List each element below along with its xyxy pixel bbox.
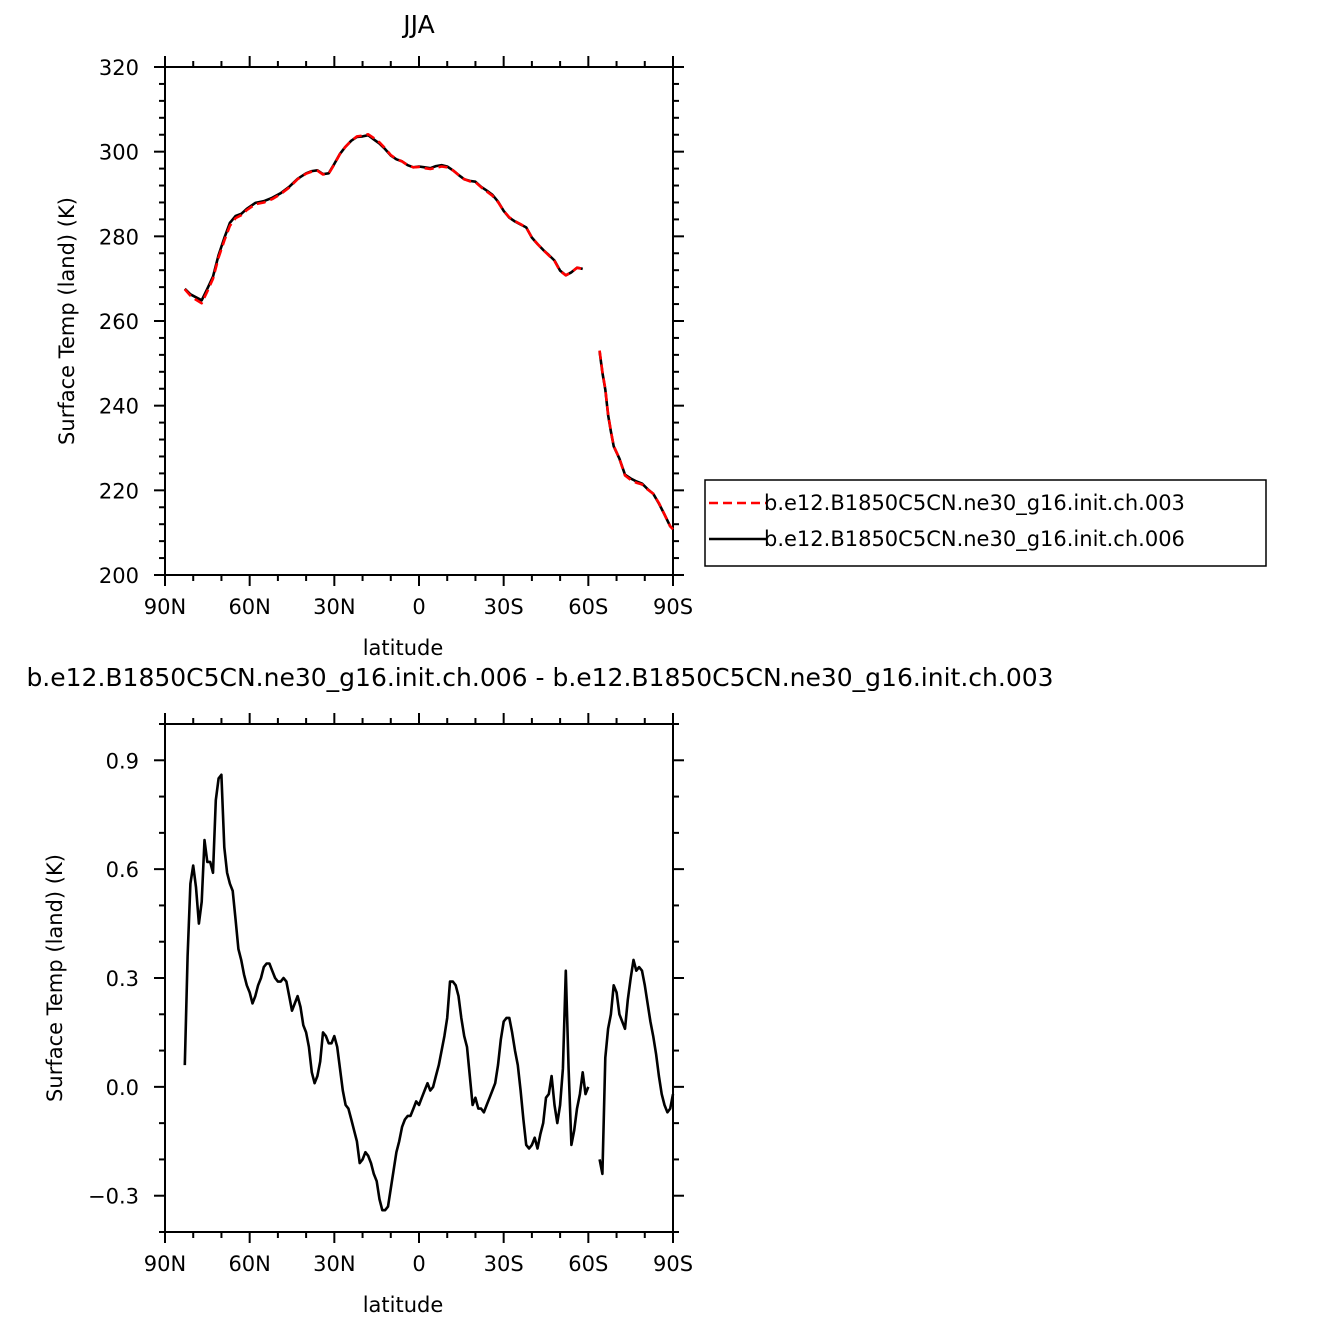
- x-tick-label: 30S: [484, 595, 524, 619]
- series-line-ch006-segment-1: [598, 958, 675, 1176]
- legend-entry: b.e12.B1850C5CN.ne30_g16.init.ch.006: [764, 527, 1185, 552]
- series-line-ch003-segment-1: [598, 350, 674, 531]
- y-tick-label: 0.9: [106, 749, 139, 773]
- x-tick-label: 30N: [313, 1252, 355, 1276]
- x-tick-label: 0: [412, 1252, 425, 1276]
- series-line-ch006-segment-0: [183, 773, 590, 1212]
- x-tick-label: 60N: [228, 595, 270, 619]
- y-tick-label: −0.3: [88, 1185, 139, 1209]
- x-tick-label: 90N: [144, 595, 186, 619]
- series-line-ch006-segment-0: [183, 133, 583, 302]
- legend: b.e12.B1850C5CN.ne30_g16.init.ch.003 b.e1…: [704, 479, 1267, 567]
- y-tick-label: 240: [99, 395, 139, 419]
- x-axis-label: latitude: [363, 636, 444, 660]
- x-tick-label: 0: [412, 595, 425, 619]
- plot-frame: [164, 723, 674, 1233]
- top-panel: JJA 90N 60N 30N 0 30S 60S 90S 200 220 240 260 280 300…: [55, 10, 693, 660]
- y-axis-label: Surface Temp (land) (K): [43, 854, 67, 1102]
- x-tick-label: 60S: [568, 595, 608, 619]
- y-tick-label: 0.6: [106, 858, 139, 882]
- y-tick-label: 300: [99, 141, 139, 165]
- x-tick-label: 60N: [228, 1252, 270, 1276]
- y-tick-label: 280: [99, 225, 139, 249]
- x-tick-label: 30S: [484, 1252, 524, 1276]
- y-tick-label: 0.3: [106, 967, 139, 991]
- chart-title: JJA: [401, 10, 434, 39]
- y-axis-label: Surface Temp (land) (K): [55, 197, 79, 445]
- chart-title: b.e12.B1850C5CN.ne30_g16.init.ch.006 - b…: [26, 663, 1053, 692]
- x-tick-label: 60S: [568, 1252, 608, 1276]
- series-line-ch006-segment-1: [598, 351, 674, 530]
- bottom-panel: b.e12.B1850C5CN.ne30_g16.init.ch.006 - b…: [26, 663, 1053, 1317]
- x-tick-label: 90S: [653, 595, 693, 619]
- series-line-ch003-segment-0: [183, 133, 583, 305]
- y-tick-label: 200: [99, 564, 139, 588]
- y-tick-label: 320: [99, 56, 139, 80]
- x-tick-label: 90N: [144, 1252, 186, 1276]
- x-tick-label: 90S: [653, 1252, 693, 1276]
- y-tick-label: 220: [99, 479, 139, 503]
- y-tick-label: 260: [99, 310, 139, 334]
- plot-frame: [164, 66, 674, 576]
- y-tick-label: 0.0: [106, 1076, 139, 1100]
- x-tick-label: 30N: [313, 595, 355, 619]
- legend-entry: b.e12.B1850C5CN.ne30_g16.init.ch.003: [764, 491, 1185, 516]
- x-axis-label: latitude: [363, 1293, 444, 1317]
- legend-box: [704, 479, 1267, 567]
